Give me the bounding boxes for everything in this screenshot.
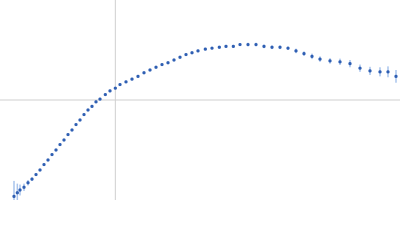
data-point [50, 152, 54, 157]
data-point [12, 194, 16, 198]
data-point [136, 74, 140, 78]
data-point [98, 97, 102, 101]
data-point [90, 104, 94, 108]
data-point [66, 132, 70, 137]
data-point [238, 42, 242, 47]
data-point [210, 46, 214, 50]
data-point [294, 49, 298, 53]
data-point [270, 45, 274, 49]
data-point [160, 62, 164, 67]
data-point [368, 69, 372, 73]
data-point [78, 118, 82, 122]
data-point [394, 74, 398, 78]
data-point [18, 188, 22, 192]
data-point [246, 42, 250, 47]
data-point [94, 100, 98, 104]
data-point [26, 181, 30, 185]
data-point [203, 47, 207, 51]
data-point [310, 54, 314, 58]
data-point [22, 185, 26, 189]
data-point [30, 177, 34, 181]
data-point [154, 65, 158, 69]
data-point [386, 70, 390, 74]
data-point [338, 60, 342, 64]
data-point [124, 80, 128, 84]
data-point [148, 68, 152, 72]
data-point [113, 86, 117, 90]
data-point [108, 89, 112, 93]
data-point [142, 71, 146, 75]
data-point [166, 61, 170, 65]
data-point [302, 52, 306, 56]
data-point [74, 122, 78, 127]
data-point [184, 52, 188, 57]
data-point [196, 49, 200, 53]
data-point [178, 55, 182, 59]
data-point [82, 112, 86, 117]
data-point [318, 57, 322, 61]
data-point [278, 45, 282, 49]
data-point [190, 51, 194, 55]
data-point [217, 45, 221, 49]
data-point [62, 138, 66, 142]
data-point [231, 44, 235, 48]
data-point [34, 172, 38, 177]
data-point [118, 82, 122, 87]
data-point [172, 58, 176, 62]
chart [0, 0, 400, 200]
data-point [254, 42, 258, 47]
data-point [130, 77, 134, 81]
data-point [42, 162, 46, 167]
data-point [54, 148, 58, 152]
data-point [348, 62, 352, 66]
data-point [58, 142, 62, 147]
data-point [358, 66, 362, 70]
data-point [15, 191, 19, 195]
data-point [103, 92, 107, 97]
data-point [86, 108, 90, 112]
data-point [46, 158, 50, 162]
data-point [224, 44, 228, 48]
data-point [262, 44, 266, 48]
data-point [70, 128, 74, 132]
data-point [38, 168, 42, 172]
data-point [286, 46, 290, 50]
data-point [378, 70, 382, 74]
data-point [328, 59, 332, 63]
